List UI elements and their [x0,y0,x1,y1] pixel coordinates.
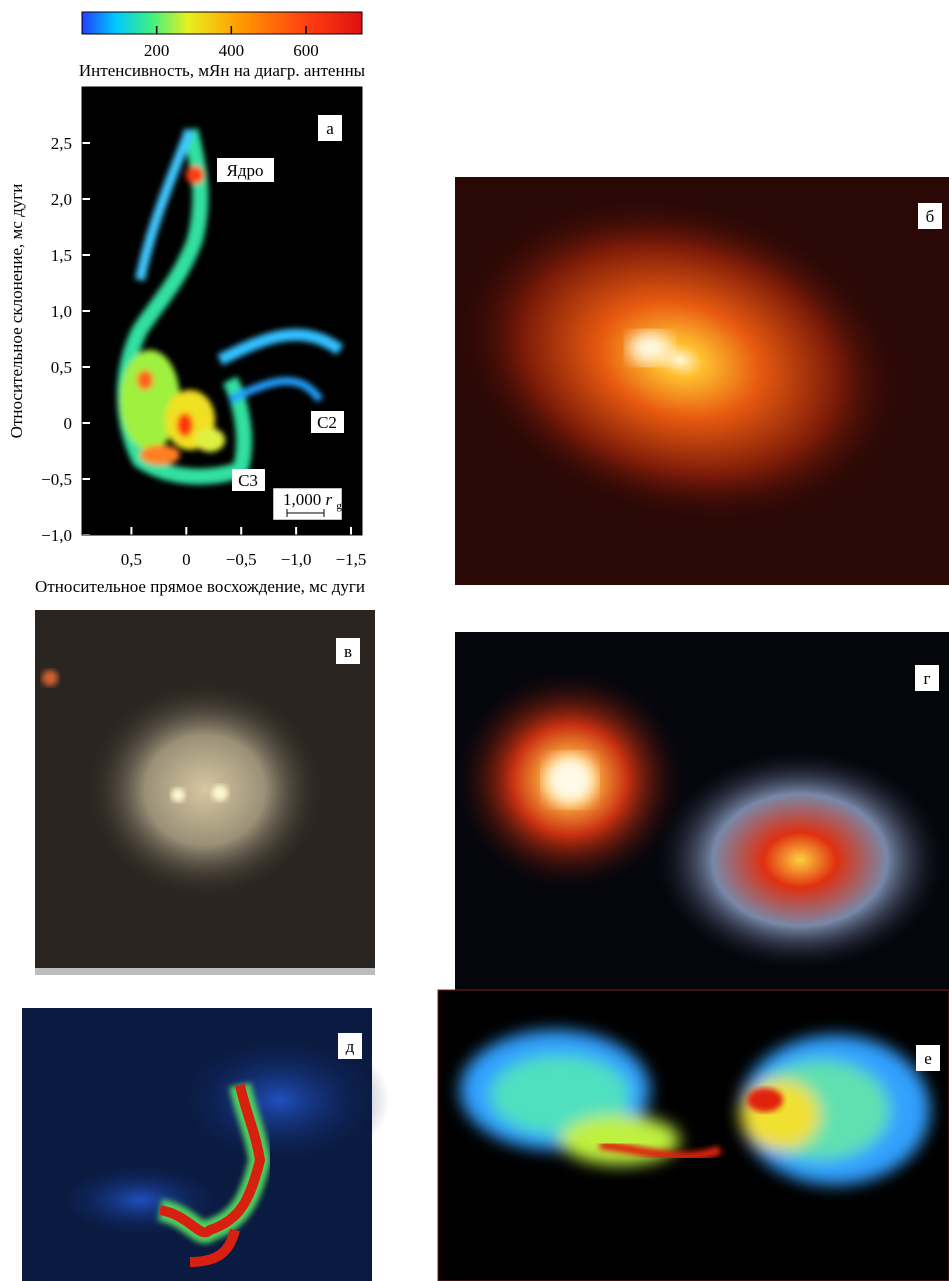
colorbar-label: Интенсивность, мЯн на диагр. антенны [79,61,366,80]
annotation: Ядро [227,161,264,180]
y-tick-label: 1,0 [51,302,72,321]
scale-bar-label: 1,000 r g [283,490,342,512]
y-tick-label: 0 [64,414,73,433]
y-tick-label: −0,5 [41,470,72,489]
star [42,670,58,686]
y-tick-label: 0,5 [51,358,72,377]
galaxy [655,750,945,970]
annotation: C2 [317,413,337,432]
x-tick-label: 0,5 [121,550,142,569]
x-tick-label: −1,5 [336,550,367,569]
x-tick-label: 0 [182,550,191,569]
x-tick-label: −1,0 [281,550,312,569]
galaxy [85,680,325,900]
y-axis-label: Относительное склонение, мс дуги [7,184,26,439]
nucleus [212,785,228,801]
colorbar-tick-label: 600 [293,41,319,60]
y-tick-label: 2,5 [51,134,72,153]
y-tick-label: −1,0 [41,526,72,545]
y-tick-label: 2,0 [51,190,72,209]
scale-bar-subscript: g [336,500,342,512]
colorbar [82,12,362,34]
panel-label: д [346,1037,355,1056]
image-border [35,968,375,975]
panel-label: в [344,642,352,661]
panel-label: г [924,669,931,688]
panel-label: а [326,119,334,138]
x-axis-label: Относительное прямое восхождение, мс дуг… [35,577,365,596]
scale-bar-value: 1,000 [283,490,321,509]
scale-bar-unit: r [326,490,333,509]
panel-label: б [926,207,935,226]
nucleus [171,788,185,802]
nucleus [545,755,595,805]
colorbar-tick-label: 200 [144,41,170,60]
annotation: C3 [238,471,258,490]
panel-label: е [924,1049,932,1068]
y-tick-label: 1,5 [51,246,72,265]
page: {"chart_data": {"type": "heatmap", "pane… [0,0,949,1281]
colorbar-tick-label: 400 [219,41,245,60]
figure: Интенсивность, мЯн на диагр. антенны −1,… [0,0,949,1281]
nucleus [628,332,672,364]
hotspot [747,1088,783,1112]
x-tick-label: −0,5 [226,550,257,569]
